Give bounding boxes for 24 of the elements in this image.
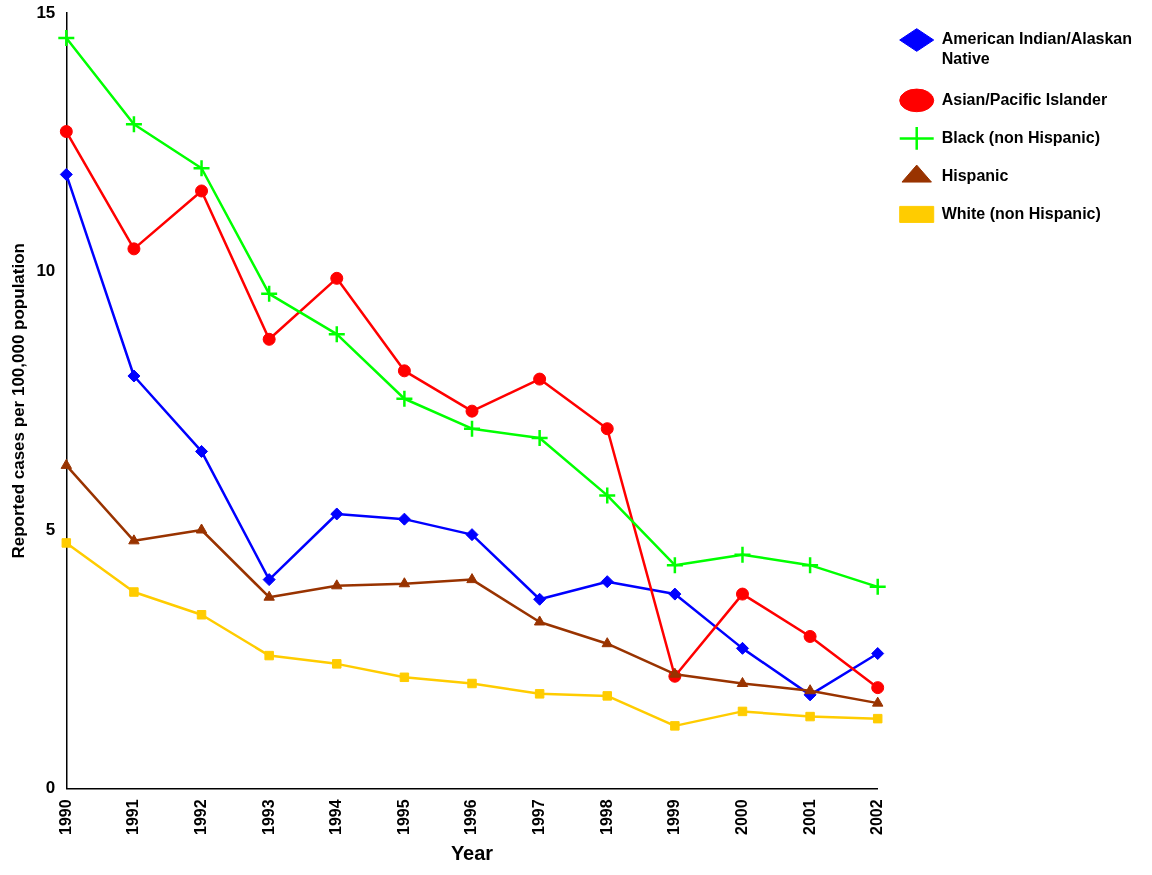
- x-tick-label: 1998: [597, 799, 615, 835]
- y-tick-label: 0: [45, 778, 56, 798]
- legend-label: American Indian/Alaskan Native: [941, 30, 1133, 67]
- x-tick-label: 1996: [462, 799, 480, 835]
- y-tick-label: 5: [45, 519, 56, 539]
- x-tick-label: 1990: [56, 799, 74, 835]
- legend-label: Asian/Pacific Islander: [941, 90, 1108, 108]
- x-tick-label: 1993: [259, 799, 277, 835]
- x-tick-label: 2000: [732, 799, 750, 835]
- x-axis-title: Year: [450, 841, 494, 864]
- y-axis-title: Reported cases per 100,000 population: [8, 243, 28, 559]
- y-tick-label: 15: [36, 2, 56, 22]
- legend-label: Hispanic: [941, 166, 1009, 184]
- legend-label: White (non Hispanic): [941, 204, 1101, 222]
- x-tick-label: 1991: [124, 799, 142, 835]
- y-tick-label: 10: [36, 261, 56, 281]
- x-tick-label: 1992: [191, 799, 209, 835]
- x-tick-label: 1997: [530, 799, 548, 835]
- x-tick-label: 1994: [327, 799, 345, 835]
- x-tick-label: 1999: [665, 799, 683, 835]
- legend-label: Black (non Hispanic): [941, 128, 1100, 146]
- x-tick-label: 2002: [868, 799, 886, 835]
- x-tick-label: 1995: [394, 799, 412, 835]
- x-tick-label: 2001: [800, 799, 818, 835]
